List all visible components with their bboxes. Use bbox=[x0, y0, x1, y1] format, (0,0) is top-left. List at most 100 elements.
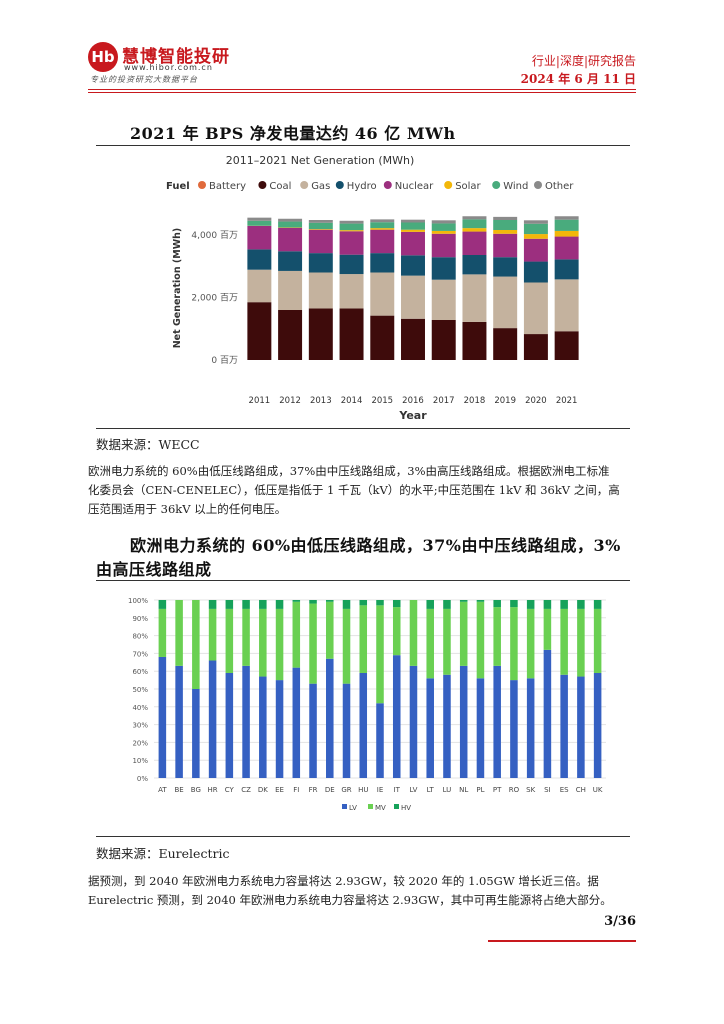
chart2-xtick-label: FI bbox=[293, 786, 299, 794]
chart1-legend-swatch bbox=[492, 181, 501, 189]
chart1-bar-segment bbox=[493, 328, 518, 360]
chart2-bar-segment bbox=[242, 608, 250, 666]
chart2-ytick-label: 20% bbox=[132, 739, 148, 747]
chart1-bar-segment bbox=[431, 233, 456, 258]
chart2-bar-segment bbox=[443, 608, 451, 675]
chart1-bar-segment bbox=[401, 222, 425, 230]
paragraph-2-line-1: 据预测，到 2040 年欧洲电力系统电力容量将达 2.93GW，较 2020 年… bbox=[88, 874, 599, 888]
chart2-bar-segment bbox=[192, 689, 200, 778]
chart2-ytick-label: 90% bbox=[132, 615, 148, 623]
chart1-legend-swatch bbox=[534, 181, 542, 189]
report-type: 行业|深度|研究报告 bbox=[531, 54, 636, 68]
chart1-bar-segment bbox=[523, 234, 548, 239]
chart1-legend-swatch bbox=[300, 181, 309, 189]
chart2-container: 0% 10% 20% 30% 40% 50% 60% 70% 80% 90% 100% AT BE BG H… bbox=[118, 590, 618, 822]
chart1-bar-segment bbox=[462, 321, 487, 360]
chart2-bar-segment bbox=[359, 672, 368, 778]
chart1-xtick-label: 2014 bbox=[341, 396, 363, 406]
chart2-xtick-label: LU bbox=[443, 786, 452, 794]
chart1-legend-title: Fuel bbox=[166, 181, 190, 192]
chart2-xtick-label: CH bbox=[576, 786, 586, 794]
chart2-bar-segment bbox=[259, 676, 267, 778]
chart1-bar-segment bbox=[247, 217, 272, 221]
chart2-bar-segment bbox=[493, 600, 501, 608]
chart2-bar-segment bbox=[543, 608, 552, 650]
chart1-ytick-label: 2,000 百万 bbox=[191, 293, 238, 304]
chart2-bar-segment bbox=[342, 608, 351, 684]
chart2-xtick-label: FR bbox=[309, 786, 318, 794]
chart1-container: 2011–2021 Net Generation (MWh) Fuel Batter… bbox=[150, 148, 590, 428]
chart1-bar-segment bbox=[523, 261, 548, 283]
chart2-ytick-label: 50% bbox=[132, 686, 148, 694]
chart1-bar-segment bbox=[370, 253, 395, 273]
chart1-bar-segment bbox=[431, 220, 456, 224]
chart1-bar-segment bbox=[339, 308, 364, 360]
chart1-bar-segment bbox=[278, 310, 303, 360]
chart2-xtick-label: CZ bbox=[241, 786, 251, 794]
chart1-xlabel: Year bbox=[398, 409, 427, 422]
chart1-bar-segment bbox=[493, 220, 518, 230]
chart2-bar-segment bbox=[225, 672, 234, 778]
figure2-top-rule bbox=[96, 580, 630, 581]
page-number: 3/36 bbox=[604, 914, 636, 929]
chart1-bar-segment bbox=[523, 238, 548, 262]
chart2-xtick-label: NL bbox=[459, 786, 468, 794]
chart1-bar-segment bbox=[308, 253, 333, 273]
chart2-bar-segment bbox=[225, 608, 234, 673]
chart1-bar-segment bbox=[278, 227, 303, 252]
chart1-bar-segment bbox=[401, 318, 425, 360]
chart1-ylabel: Net Generation (MWh) bbox=[172, 228, 183, 349]
chart1-bar-segment bbox=[308, 222, 333, 230]
chart2-bar-segment bbox=[208, 600, 217, 609]
chart1-bar-segment bbox=[308, 272, 333, 309]
chart1-bar-segment bbox=[247, 269, 272, 303]
chart2-bar-segment bbox=[326, 600, 334, 602]
chart2-bar-segment bbox=[476, 600, 485, 602]
chart1-bar-segment bbox=[278, 218, 303, 222]
chart1-legend-swatch bbox=[383, 181, 392, 189]
chart2-bar-segment bbox=[593, 608, 602, 673]
paragraph-2-line-2: Eurelectric 预测，到 2040 年欧洲电力系统电力容量将达 2.93… bbox=[88, 893, 612, 907]
chart2-bar-segment bbox=[192, 600, 200, 689]
chart1-bar-segment bbox=[462, 219, 487, 229]
chart1-legend-label: Nuclear bbox=[395, 181, 434, 192]
chart2-bar-segment bbox=[259, 608, 267, 677]
chart2-bar-segment bbox=[158, 656, 167, 778]
chart1-bar-segment bbox=[493, 276, 518, 329]
chart1-bar-segment bbox=[431, 230, 456, 234]
chart1-xtick-label: 2017 bbox=[433, 396, 455, 406]
chart2-bar-segment bbox=[426, 600, 434, 609]
chart1-xtick-label: 2019 bbox=[494, 396, 516, 406]
chart2-ytick-label: 70% bbox=[132, 650, 148, 658]
chart2-bar-segment bbox=[392, 600, 401, 608]
chart1-xtick-label: 2021 bbox=[556, 396, 578, 406]
chart2-bar-segment bbox=[158, 600, 167, 609]
chart1-bar-segment bbox=[401, 231, 425, 256]
chart2-xtick-label: SK bbox=[526, 786, 535, 794]
figure1-source: 数据来源：WECC bbox=[96, 437, 200, 452]
chart1-bar-segment bbox=[462, 228, 487, 232]
chart2-bar-segment bbox=[526, 600, 535, 609]
chart2-bar-segment bbox=[359, 605, 368, 673]
chart2-bar-segment bbox=[225, 600, 234, 609]
chart2-bar-segment bbox=[577, 608, 585, 677]
logo-slogan: 专业的投资研究大数据平台 bbox=[90, 75, 198, 84]
chart1-bar-segment bbox=[431, 223, 456, 231]
chart1-bar-segment bbox=[401, 255, 425, 276]
chart1-bar-segment bbox=[247, 225, 272, 250]
chart1-bar-segment bbox=[431, 257, 456, 280]
chart1-bar-segment bbox=[401, 229, 425, 232]
chart2-xtick-label: BG bbox=[191, 786, 201, 794]
chart1-bar-segment bbox=[339, 274, 364, 309]
chart1-svg: 2011–2021 Net Generation (MWh) Fuel Batter… bbox=[166, 154, 579, 422]
chart1-bar-segment bbox=[523, 223, 548, 235]
chart2-bar-segment bbox=[376, 605, 384, 704]
paragraph-1: 欧洲电力系统的 60%由低压线路组成，37%由中压线路组成，3%由高压线路组成。… bbox=[88, 462, 648, 519]
chart1-bar-segment bbox=[339, 231, 364, 255]
chart1-legend-label: Solar bbox=[455, 181, 481, 192]
header-divider-secondary bbox=[88, 92, 636, 93]
chart1-bar-segment bbox=[462, 231, 487, 255]
chart2-bar-segment bbox=[560, 608, 568, 675]
chart2-bar-segment bbox=[242, 665, 250, 778]
chart1-bar-segment bbox=[523, 334, 548, 360]
